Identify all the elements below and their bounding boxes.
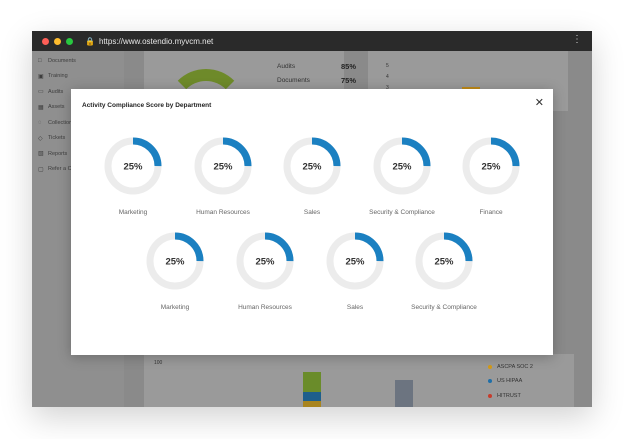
gauge-percent: 25% (255, 257, 275, 268)
gauge-label: Security & Compliance (411, 304, 477, 311)
department-gauge: 25% Human Resources (220, 230, 310, 311)
browser-titlebar: 🔒 https://www.ostendio.myvcm.net ⋮ (32, 31, 592, 51)
gauge-ring: 25% (283, 137, 341, 195)
audit-icon: ▭ (38, 89, 44, 96)
documents-stat: Documents (277, 77, 310, 84)
collections-icon: ◌ (38, 119, 42, 126)
minimize-window-button[interactable] (54, 37, 61, 45)
sidebar-item-label: Documents (48, 57, 76, 64)
legend-swatch (488, 365, 492, 369)
axis-tick: 5 (386, 63, 389, 69)
department-gauge: 25% Marketing (88, 135, 178, 216)
department-gauge: 25% Sales (267, 135, 357, 216)
sidebar-item-collections[interactable]: ◌ Collections (32, 115, 124, 131)
chart-bar (303, 372, 321, 392)
gauge-progress-arc (146, 232, 204, 290)
training-icon: ▣ (38, 73, 44, 80)
sidebar-item-label: Tickets (48, 135, 66, 142)
gauge-label: Security & Compliance (369, 209, 435, 216)
gauge-ring: 25% (194, 137, 252, 195)
assets-icon: ▦ (38, 104, 44, 111)
gauge-percent: 25% (213, 162, 233, 173)
legend-item: HITRUST (488, 393, 521, 399)
audits-stat: Audits (277, 63, 296, 70)
ticket-icon: ◇ (38, 135, 43, 142)
sidebar-item-audits[interactable]: ▭ Audits (32, 84, 124, 100)
gauge-percent: 25% (165, 257, 185, 268)
reports-icon: ▧ (38, 151, 44, 158)
gauge-label: Sales (303, 209, 321, 216)
department-gauge: 25% Finance (446, 135, 536, 216)
compliance-modal: Activity Compliance Score by Department … (71, 89, 553, 355)
gauge-progress-arc (104, 137, 162, 195)
gauge-percent: 25% (302, 162, 322, 173)
gauge-ring: 25% (236, 232, 294, 290)
gauge-ring: 25% (326, 232, 384, 290)
document-icon: □ (38, 57, 42, 64)
gauge-progress-arc (373, 137, 431, 195)
lock-icon: 🔒 (85, 36, 95, 46)
gauge-percent: 25% (345, 257, 365, 268)
chart-bar (303, 392, 321, 401)
gauge-ring: 25% (462, 137, 520, 195)
gauge-label: Finance (479, 209, 503, 216)
chart-card-bottom: 100 (144, 354, 574, 407)
chart-bar (303, 401, 321, 407)
legend-item: ASCPA SOC 2 (488, 364, 533, 370)
department-gauge: 25% Human Resources (178, 135, 268, 216)
legend-item: US HIPAA (488, 378, 522, 384)
gauge-progress-arc (462, 137, 520, 195)
gauge-ring: 25% (146, 232, 204, 290)
sidebar-item-reports[interactable]: ▧ Reports (32, 146, 124, 162)
gauge-ring: 25% (373, 137, 431, 195)
gauge-label: Marketing (118, 209, 148, 216)
gauge-label: Sales (346, 304, 364, 311)
axis-tick: 100 (154, 360, 163, 366)
sidebar-item-assets[interactable]: ▦ Assets (32, 100, 124, 116)
department-gauge: 25% Security & Compliance (399, 230, 489, 311)
close-icon[interactable]: ✕ (534, 97, 544, 109)
gauge-progress-arc (326, 232, 384, 290)
legend-swatch (488, 394, 492, 398)
gauge-progress-arc (194, 137, 252, 195)
department-gauge: 25% Sales (310, 230, 400, 311)
gauge-ring: 25% (415, 232, 473, 290)
gauge-percent: 25% (392, 162, 412, 173)
audits-stat-value: 85% (341, 62, 357, 71)
department-gauge: 25% Marketing (130, 230, 220, 311)
sidebar-item-refer[interactable]: ▢ Refer a Co (32, 162, 124, 178)
gauge-label: Marketing (160, 304, 190, 311)
legend-swatch (488, 379, 492, 383)
sidebar-item-training[interactable]: ▣ Training (32, 69, 124, 85)
axis-tick: 3 (386, 85, 389, 91)
gauge-label: Human Resources (196, 209, 250, 216)
gauge-ring: 25% (104, 137, 162, 195)
sidebar-item-tickets[interactable]: ◇ Tickets (32, 131, 124, 147)
kebab-icon[interactable]: ⋮ (572, 34, 582, 45)
sidebar-item-label: Audits (48, 88, 64, 95)
sidebar-item-label: Training (48, 73, 68, 80)
gauge-percent: 25% (434, 257, 454, 268)
maximize-window-button[interactable] (66, 37, 73, 45)
sidebar-item-label: Collections (48, 119, 75, 126)
close-window-button[interactable] (42, 37, 49, 45)
sidebar-item-documents[interactable]: □ Documents (32, 53, 124, 69)
refer-icon: ▢ (38, 166, 44, 173)
documents-stat-value: 75% (341, 76, 357, 85)
department-gauge: 25% Security & Compliance (357, 135, 447, 216)
sidebar-item-label: Assets (48, 104, 65, 111)
gauge-percent: 25% (123, 162, 143, 173)
gauge-progress-arc (236, 232, 294, 290)
gauge-percent: 25% (481, 162, 501, 173)
axis-tick: 4 (386, 74, 389, 80)
gauge-progress-arc (283, 137, 341, 195)
gauge-label: Human Resources (238, 304, 292, 311)
sidebar-item-label: Refer a Co (48, 166, 75, 173)
modal-title: Activity Compliance Score by Department (82, 102, 212, 109)
gauge-progress-arc (415, 232, 473, 290)
sidebar-item-label: Reports (48, 150, 68, 157)
chart-bar (395, 380, 413, 407)
address-bar[interactable]: https://www.ostendio.myvcm.net (98, 36, 214, 46)
